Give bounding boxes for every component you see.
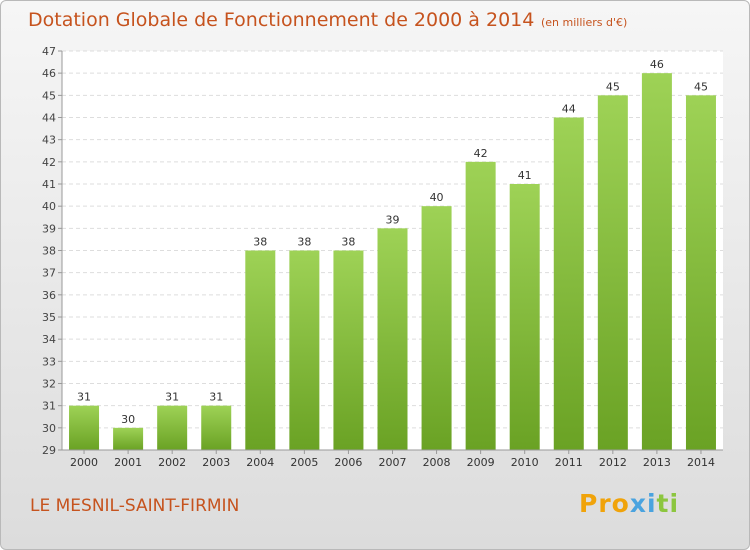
bar-2003	[201, 405, 232, 450]
x-tick-label: 2002	[158, 456, 186, 469]
bar-value-label: 31	[77, 391, 91, 404]
y-tick-label: 42	[42, 156, 56, 169]
bar-value-label: 38	[341, 236, 355, 249]
y-tick-label: 29	[42, 444, 56, 457]
x-tick-label: 2009	[467, 456, 495, 469]
x-tick-label: 2006	[334, 456, 362, 469]
bar-2006	[333, 250, 364, 450]
bar-2007	[377, 228, 408, 450]
chart-subtitle: (en milliers d'€)	[541, 16, 628, 29]
y-tick-label: 45	[42, 89, 56, 102]
bar-2013	[641, 73, 672, 451]
proxiti-logo: Proxiti	[579, 489, 679, 518]
bar-2001	[113, 427, 144, 450]
bar-2014	[685, 95, 716, 450]
y-tick-label: 32	[42, 378, 56, 391]
bar-2002	[157, 405, 188, 450]
bar-value-label: 31	[165, 391, 179, 404]
chart-title: Dotation Globale de Fonctionnement de 20…	[28, 9, 535, 31]
x-tick-label: 2014	[687, 456, 715, 469]
bar-2011	[553, 117, 584, 450]
bar-2000	[69, 405, 100, 450]
bar-value-label: 42	[474, 147, 488, 160]
bar-2009	[465, 161, 496, 451]
x-tick-label: 2005	[290, 456, 318, 469]
bar-2010	[509, 184, 540, 450]
bar-value-label: 39	[386, 213, 400, 226]
bar-value-label: 31	[209, 391, 223, 404]
y-tick-label: 44	[42, 112, 56, 125]
y-tick-label: 30	[42, 422, 56, 435]
y-tick-label: 33	[42, 355, 56, 368]
bar-2005	[289, 250, 320, 450]
x-tick-label: 2010	[511, 456, 539, 469]
y-tick-label: 36	[42, 289, 56, 302]
bar-value-label: 46	[650, 58, 664, 71]
bar-2008	[421, 206, 452, 450]
x-tick-label: 2004	[246, 456, 274, 469]
bar-value-label: 41	[518, 169, 532, 182]
y-tick-label: 31	[42, 400, 56, 413]
x-tick-label: 2011	[555, 456, 583, 469]
x-tick-label: 2003	[202, 456, 230, 469]
commune-name: LE MESNIL-SAINT-FIRMIN	[30, 496, 240, 516]
y-tick-label: 46	[42, 67, 56, 80]
y-tick-label: 34	[42, 333, 56, 346]
y-tick-label: 47	[42, 45, 56, 58]
logo-part: Pro	[579, 489, 630, 518]
bar-value-label: 45	[694, 80, 708, 93]
logo-part: xi	[629, 489, 657, 518]
bar-value-label: 40	[430, 191, 444, 204]
x-tick-label: 2013	[643, 456, 671, 469]
x-tick-label: 2008	[423, 456, 451, 469]
bar-value-label: 38	[297, 236, 311, 249]
bar-value-label: 30	[121, 413, 135, 426]
bar-value-label: 38	[253, 236, 267, 249]
y-tick-label: 37	[42, 267, 56, 280]
x-tick-label: 2000	[70, 456, 98, 469]
y-tick-label: 40	[42, 200, 56, 213]
x-tick-label: 2001	[114, 456, 142, 469]
y-tick-label: 43	[42, 134, 56, 147]
y-tick-label: 38	[42, 245, 56, 258]
logo-part: ti	[656, 489, 680, 518]
bar-value-label: 45	[606, 80, 620, 93]
bar-value-label: 44	[562, 103, 576, 116]
y-tick-label: 39	[42, 222, 56, 235]
y-tick-label: 41	[42, 178, 56, 191]
bar-2004	[245, 250, 276, 450]
x-tick-label: 2007	[379, 456, 407, 469]
x-tick-label: 2012	[599, 456, 627, 469]
bar-2012	[597, 95, 628, 450]
y-tick-label: 35	[42, 311, 56, 324]
